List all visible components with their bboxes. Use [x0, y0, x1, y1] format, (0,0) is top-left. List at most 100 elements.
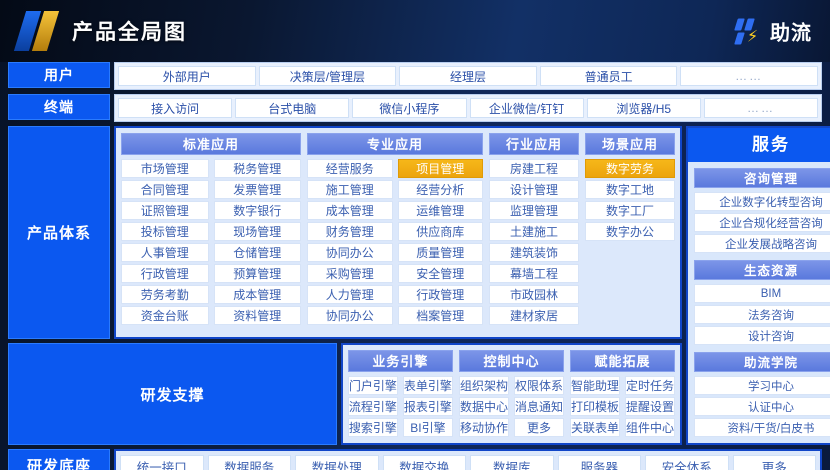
- service-item[interactable]: BIM: [694, 284, 830, 303]
- app-cell[interactable]: 劳务考勤: [121, 285, 209, 304]
- app-cell[interactable]: 证照管理: [121, 201, 209, 220]
- engine-cell[interactable]: 门户引擎: [347, 376, 398, 395]
- app-cell[interactable]: 监理管理: [489, 201, 579, 220]
- terminal-item[interactable]: 微信小程序: [352, 98, 467, 118]
- enablement-cell[interactable]: 智能助理: [569, 376, 620, 395]
- control-cell[interactable]: 权限体系: [513, 376, 564, 395]
- app-cell[interactable]: 行政管理: [121, 264, 209, 283]
- control-cell[interactable]: 数据中心: [458, 397, 509, 416]
- service-item[interactable]: 企业发展战略咨询: [694, 234, 830, 253]
- engine-cell[interactable]: BI引擎: [402, 418, 453, 437]
- app-cell[interactable]: 投标管理: [121, 222, 209, 241]
- app-cell[interactable]: 数字银行: [213, 201, 301, 220]
- app-cell[interactable]: 协同办公: [307, 306, 393, 325]
- app-cell[interactable]: 成本管理: [213, 285, 301, 304]
- app-cell[interactable]: 人事管理: [121, 243, 209, 262]
- terminal-item-more[interactable]: ……: [703, 98, 819, 118]
- app-cell[interactable]: 建材家居: [489, 306, 579, 325]
- app-cell[interactable]: 施工管理: [307, 180, 393, 199]
- base-item[interactable]: 数据库: [470, 455, 554, 470]
- user-item[interactable]: 决策层/管理层: [258, 66, 397, 86]
- enablement-cell[interactable]: 组件中心: [624, 418, 675, 437]
- control-cell[interactable]: 更多: [513, 418, 564, 437]
- user-item[interactable]: 经理层: [399, 66, 537, 86]
- app-cell[interactable]: 数字办公: [585, 222, 675, 241]
- group-title: 标准应用: [121, 133, 301, 155]
- engine-cell[interactable]: 流程引擎: [347, 397, 398, 416]
- row-rd-support: 研发支撑 业务引擎 门户引擎 流程引擎 搜索引擎 表单引擎: [8, 343, 682, 445]
- app-cell[interactable]: 合同管理: [121, 180, 209, 199]
- app-cell[interactable]: 幕墙工程: [489, 264, 579, 283]
- base-item[interactable]: 数据交换: [382, 455, 466, 470]
- engine-cell[interactable]: 报表引擎: [402, 397, 453, 416]
- terminal-item[interactable]: 浏览器/H5: [586, 98, 701, 118]
- enablement-cell[interactable]: 打印模板: [569, 397, 620, 416]
- group-column: 税务管理 发票管理 数字银行 现场管理 仓储管理 预算管理 成本管理 资料管理: [213, 159, 301, 332]
- control-cell[interactable]: 消息通知: [513, 397, 564, 416]
- app-cell[interactable]: 协同办公: [307, 243, 393, 262]
- app-cell[interactable]: 土建施工: [489, 222, 579, 241]
- app-cell[interactable]: 现场管理: [213, 222, 301, 241]
- row-rd-base: 研发底座 统一接口 数据服务 数据处理 数据交换 数据库 服务器 安全体系 更多: [8, 449, 822, 470]
- base-item[interactable]: 数据服务: [207, 455, 291, 470]
- app-cell[interactable]: 人力管理: [307, 285, 393, 304]
- engine-cell[interactable]: 表单引擎: [402, 376, 453, 395]
- app-cell[interactable]: 发票管理: [213, 180, 301, 199]
- control-cell[interactable]: 组织架构: [458, 376, 509, 395]
- group-column: 门户引擎 流程引擎 搜索引擎: [347, 376, 398, 438]
- app-cell[interactable]: 财务管理: [307, 222, 393, 241]
- app-cell[interactable]: 运维管理: [397, 201, 483, 220]
- service-item[interactable]: 认证中心: [694, 397, 830, 416]
- base-item[interactable]: 安全体系: [645, 455, 729, 470]
- enablement-cell[interactable]: 定时任务: [624, 376, 675, 395]
- enablement-cell[interactable]: 提醒设置: [624, 397, 675, 416]
- group-scene-apps: 场景应用 数字劳务 数字工地 数字工厂 数字办公: [585, 133, 675, 332]
- engine-cell[interactable]: 搜索引擎: [347, 418, 398, 437]
- app-cell[interactable]: 税务管理: [213, 159, 301, 178]
- app-cell[interactable]: 供应商库: [397, 222, 483, 241]
- app-cell[interactable]: 设计管理: [489, 180, 579, 199]
- app-cell-selected[interactable]: 项目管理: [397, 159, 483, 178]
- app-cell[interactable]: 行政管理: [397, 285, 483, 304]
- app-cell[interactable]: 成本管理: [307, 201, 393, 220]
- base-item[interactable]: 数据处理: [295, 455, 379, 470]
- terminal-item[interactable]: 台式电脑: [235, 98, 350, 118]
- base-item[interactable]: 更多: [732, 455, 816, 470]
- app-cell[interactable]: 市政园林: [489, 285, 579, 304]
- app-cell[interactable]: 经营服务: [307, 159, 393, 178]
- app-cell-selected[interactable]: 数字劳务: [585, 159, 675, 178]
- base-item[interactable]: 统一接口: [120, 455, 204, 470]
- terminal-item[interactable]: 接入访问: [118, 98, 233, 118]
- service-item[interactable]: 学习中心: [694, 376, 830, 395]
- base-item[interactable]: 服务器: [557, 455, 641, 470]
- enablement-cell[interactable]: 关联表单: [569, 418, 620, 437]
- app-cell[interactable]: 安全管理: [397, 264, 483, 283]
- terminal-item[interactable]: 企业微信/钉钉: [469, 98, 584, 118]
- app-cell[interactable]: 质量管理: [397, 243, 483, 262]
- group-business-engine: 业务引擎 门户引擎 流程引擎 搜索引擎 表单引擎 报表引擎 BI引擎: [347, 350, 453, 438]
- service-item[interactable]: 法务咨询: [694, 305, 830, 324]
- app-cell[interactable]: 仓储管理: [213, 243, 301, 262]
- user-item-more[interactable]: ……: [680, 66, 818, 86]
- app-cell[interactable]: 数字工厂: [585, 201, 675, 220]
- diagram-body: 用户 外部用户 决策层/管理层 经理层 普通员工 …… 终端 接入访问 台式电脑…: [0, 62, 830, 470]
- app-cell[interactable]: 预算管理: [213, 264, 301, 283]
- app-cell[interactable]: 房建工程: [489, 159, 579, 178]
- app-cell[interactable]: 档案管理: [397, 306, 483, 325]
- service-item[interactable]: 设计咨询: [694, 326, 830, 345]
- app-cell[interactable]: 数字工地: [585, 180, 675, 199]
- app-cell[interactable]: 资料管理: [213, 306, 301, 325]
- user-item[interactable]: 外部用户: [118, 66, 256, 86]
- service-group-title: 助流学院: [694, 352, 830, 372]
- app-cell[interactable]: 经营分析: [397, 180, 483, 199]
- control-cell[interactable]: 移动协作: [458, 418, 509, 437]
- user-item[interactable]: 普通员工: [539, 66, 678, 86]
- service-item[interactable]: 资料/干货/白皮书: [694, 418, 830, 437]
- group-title: 控制中心: [458, 350, 564, 372]
- app-cell[interactable]: 资金台账: [121, 306, 209, 325]
- app-cell[interactable]: 市场管理: [121, 159, 209, 178]
- service-item[interactable]: 企业合规化经营咨询: [694, 213, 830, 232]
- app-cell[interactable]: 采购管理: [307, 264, 393, 283]
- service-item[interactable]: 企业数字化转型咨询: [694, 192, 830, 211]
- app-cell[interactable]: 建筑装饰: [489, 243, 579, 262]
